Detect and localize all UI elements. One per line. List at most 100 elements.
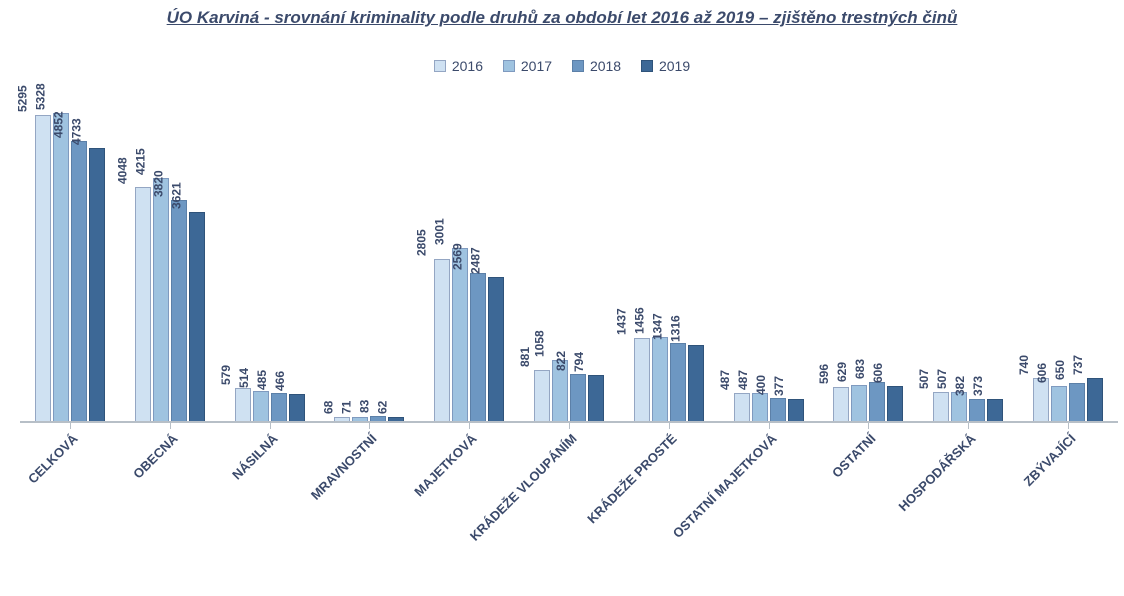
bar-value-label: 1437 xyxy=(614,308,628,335)
bar-value-label: 629 xyxy=(835,362,849,382)
bar-group: 4048421538203621 xyxy=(120,88,220,421)
bar: 1316 xyxy=(688,345,704,421)
bar: 3001 xyxy=(452,248,468,421)
x-axis-label: MRAVNOSTNÍ xyxy=(319,423,419,596)
x-axis-label-text: NÁSILNÁ xyxy=(229,431,280,482)
x-axis-label: ZBÝVAJÍCÍ xyxy=(1018,423,1118,596)
x-axis-tick xyxy=(968,423,969,429)
bar-value-label: 2805 xyxy=(415,229,429,256)
bar: 400 xyxy=(770,398,786,421)
chart-legend: 2016 2017 2018 2019 xyxy=(0,58,1124,75)
bar-value-label: 5295 xyxy=(16,85,30,112)
bar-value-label: 507 xyxy=(935,369,949,389)
bar-value-label: 1058 xyxy=(533,330,547,357)
bar-value-label: 377 xyxy=(772,376,786,396)
x-axis-tick xyxy=(369,423,370,429)
bar-value-label: 2569 xyxy=(451,243,465,270)
bar-value-label: 466 xyxy=(273,371,287,391)
bar-value-label: 68 xyxy=(322,401,336,414)
bar-value-label: 3621 xyxy=(169,182,183,209)
bar-group: 740606650737 xyxy=(1018,88,1118,421)
x-axis-label-text: MRAVNOSTNÍ xyxy=(308,431,380,503)
bar-value-label: 62 xyxy=(376,401,390,414)
x-axis-label: HOSPODÁŘSKÁ xyxy=(918,423,1018,596)
bar-group: 507507382373 xyxy=(918,88,1018,421)
x-axis-label: CELKOVÁ xyxy=(20,423,120,596)
bar: 579 xyxy=(235,388,251,421)
legend-swatch-2016 xyxy=(434,60,446,72)
bar-value-label: 487 xyxy=(736,370,750,390)
bar-value-label: 487 xyxy=(718,370,732,390)
bar-value-label: 514 xyxy=(237,368,251,388)
x-axis-tick xyxy=(769,423,770,429)
bar: 737 xyxy=(1087,378,1103,421)
legend-label: 2016 xyxy=(452,58,483,74)
bar: 596 xyxy=(833,387,849,421)
bar-value-label: 822 xyxy=(554,351,568,371)
bar: 2569 xyxy=(470,273,486,421)
x-axis-label-text: OBECNÁ xyxy=(130,431,180,481)
bar: 487 xyxy=(752,393,768,421)
x-axis-label-text: MAJETKOVÁ xyxy=(411,431,479,499)
bar-value-label: 4048 xyxy=(115,157,129,184)
bar: 68 xyxy=(334,417,350,421)
bar-value-label: 3820 xyxy=(151,170,165,197)
legend-label: 2018 xyxy=(590,58,621,74)
bar-value-label: 400 xyxy=(754,375,768,395)
legend-item-2016: 2016 xyxy=(434,58,483,74)
x-axis-label-text: CELKOVÁ xyxy=(25,431,81,487)
bar-value-label: 382 xyxy=(953,376,967,396)
x-axis-label: NÁSILNÁ xyxy=(220,423,320,596)
bar: 1437 xyxy=(634,338,650,421)
bar: 606 xyxy=(887,386,903,421)
chart-title: ÚO Karviná - srovnání kriminality podle … xyxy=(0,8,1124,28)
bar-group: 68 71 83 62 xyxy=(319,88,419,421)
x-axis-tick xyxy=(70,423,71,429)
bar-value-label: 4852 xyxy=(52,111,66,138)
bar: 373 xyxy=(987,399,1003,421)
bar: 3621 xyxy=(189,212,205,421)
bar: 1456 xyxy=(652,337,668,421)
x-axis-tick xyxy=(1068,423,1069,429)
bar: 629 xyxy=(851,385,867,421)
bar-group: 1437145613471316 xyxy=(619,88,719,421)
bar: 683 xyxy=(869,382,885,421)
bar-value-label: 71 xyxy=(340,401,354,414)
x-axis-tick xyxy=(469,423,470,429)
bar-value-label: 794 xyxy=(572,352,586,372)
bar: 606 xyxy=(1051,386,1067,421)
bar-value-label: 606 xyxy=(871,363,885,383)
bar-value-label: 4215 xyxy=(133,148,147,175)
bar-value-label: 740 xyxy=(1017,355,1031,375)
x-axis-label-text: OSTATNÍ xyxy=(829,431,879,481)
bar: 382 xyxy=(969,399,985,421)
bar: 507 xyxy=(933,392,949,421)
bar: 514 xyxy=(253,391,269,421)
bar: 5328 xyxy=(53,113,69,421)
bar: 5295 xyxy=(35,115,51,421)
bar-value-label: 83 xyxy=(358,400,372,413)
bar-value-label: 5328 xyxy=(34,83,48,110)
legend-label: 2019 xyxy=(659,58,690,74)
legend-swatch-2019 xyxy=(641,60,653,72)
x-axis-label: OSTATNÍ MAJETKOVÁ xyxy=(719,423,819,596)
x-axis-tick xyxy=(170,423,171,429)
bar: 4733 xyxy=(89,148,105,421)
bar: 487 xyxy=(734,393,750,421)
bar: 794 xyxy=(588,375,604,421)
bar: 3820 xyxy=(171,200,187,421)
x-axis-tick xyxy=(669,423,670,429)
bar-group: 487487400377 xyxy=(719,88,819,421)
bar-value-label: 373 xyxy=(971,376,985,396)
bar-value-label: 507 xyxy=(917,369,931,389)
x-axis-tick xyxy=(569,423,570,429)
bar-value-label: 683 xyxy=(853,359,867,379)
bar: 507 xyxy=(951,392,967,421)
x-axis-label-text: ZBÝVAJÍCÍ xyxy=(1021,431,1079,489)
bar-value-label: 596 xyxy=(817,364,831,384)
x-axis-tick xyxy=(868,423,869,429)
bar-group: 596629683606 xyxy=(819,88,919,421)
bar: 740 xyxy=(1033,378,1049,421)
bar-value-label: 650 xyxy=(1053,360,1067,380)
bar-value-label: 3001 xyxy=(433,218,447,245)
